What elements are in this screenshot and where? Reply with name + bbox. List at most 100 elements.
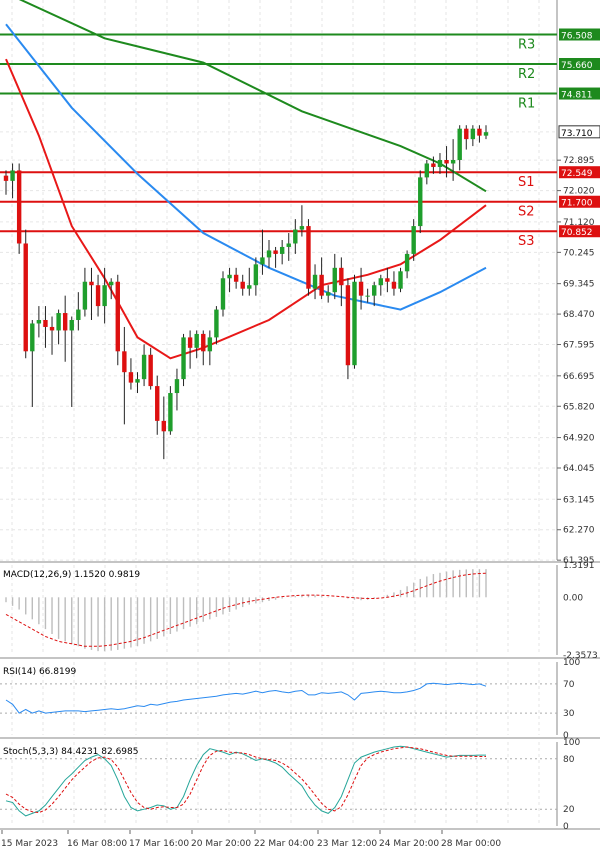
x-tick-label: 22 Mar 04:00 — [254, 839, 314, 849]
osc-tick-label: 30 — [563, 709, 575, 719]
osc-label: RSI(14) 66.8199 — [3, 667, 76, 677]
x-tick-label: 17 Mar 16:00 — [129, 839, 189, 849]
y-tick-label: 70.245 — [563, 248, 595, 258]
current-price-label: 73.710 — [561, 129, 593, 139]
candle-body — [10, 170, 15, 181]
y-tick-label: 64.045 — [563, 464, 595, 474]
candles — [3, 125, 489, 460]
y-tick-label: 72.020 — [563, 187, 595, 197]
candle-body — [457, 128, 462, 160]
candle-body — [247, 285, 252, 289]
x-tick-label: 23 Mar 12:00 — [317, 839, 377, 849]
level-price-label: 71.700 — [561, 199, 593, 209]
candle-body — [470, 128, 476, 140]
level-price-tag — [559, 166, 600, 179]
candle-body — [76, 309, 81, 320]
osc-tick-label: 0 — [563, 822, 569, 832]
candle-body — [378, 278, 383, 286]
y-tick-label: 62.270 — [563, 526, 595, 536]
rsi-line — [5, 682, 487, 714]
candle-body — [358, 281, 364, 296]
candle-body — [214, 309, 219, 338]
candle-body — [233, 274, 239, 282]
level-price-label: 72.549 — [561, 169, 593, 179]
y-tick-label: 68.470 — [563, 310, 595, 320]
candle-body — [418, 177, 423, 227]
level-price-label: 74.811 — [561, 91, 593, 101]
candle-body — [69, 320, 74, 331]
candle-body — [483, 132, 489, 136]
y-tick-label: 67.595 — [563, 341, 595, 351]
level-label-s2: S2 — [518, 205, 535, 220]
level-price-tag — [559, 58, 600, 70]
candle-body — [49, 326, 55, 331]
y-tick-label: 64.920 — [563, 434, 595, 444]
candle-body — [398, 271, 403, 289]
candle-body — [95, 285, 101, 307]
level-label-r1: R1 — [518, 97, 535, 112]
rsi-panel: 100 70 30 0 RSI(14) 66.8199 — [0, 658, 600, 741]
candle-body — [168, 393, 173, 432]
level-price-label: 75.660 — [561, 61, 593, 71]
candle-body — [306, 226, 311, 289]
candle-body — [431, 163, 436, 167]
candle-body — [115, 281, 120, 352]
candle-body — [109, 281, 114, 286]
candle-body — [372, 285, 377, 296]
y-tick-label: 63.145 — [563, 495, 595, 505]
candle-body — [319, 274, 324, 296]
candle-body — [227, 274, 232, 279]
level-label-s1: S1 — [518, 175, 535, 190]
candle-body — [286, 243, 291, 247]
price-axis: 72.895 72.020 71.120 70.245 69.345 68.470 67.5… — [557, 156, 595, 566]
candle-body — [23, 243, 28, 352]
osc-tick-label: 0 — [563, 731, 569, 741]
candle-body — [345, 285, 351, 366]
candle-body — [16, 170, 22, 244]
osc-tick-label: 70 — [563, 680, 575, 690]
level-price-tag — [559, 87, 600, 100]
candle-body — [174, 379, 180, 394]
macd-tick-label: -2.3573 — [563, 651, 598, 661]
candle-body — [450, 160, 456, 164]
y-tick-label: 66.695 — [563, 372, 595, 382]
candle-body — [135, 379, 140, 383]
osc-tick-label: 100 — [563, 658, 580, 668]
candle-body — [312, 274, 318, 289]
candle-body — [141, 354, 147, 380]
current-price-tag — [558, 125, 600, 139]
candle-body — [385, 278, 390, 282]
candle-body — [201, 333, 206, 352]
candle-body — [82, 281, 88, 310]
candle-body — [339, 267, 344, 286]
candle-body — [404, 253, 410, 272]
candle-body — [352, 281, 357, 366]
y-tick-label: 71.120 — [563, 218, 595, 228]
level-price-tag — [559, 28, 600, 41]
candle-body — [220, 278, 226, 310]
candle-body — [102, 285, 107, 307]
y-tick-label: 65.820 — [563, 402, 595, 412]
candle-body — [43, 320, 48, 327]
osc-label: Stoch(5,3,3) 84.4231 82.6985 — [3, 747, 138, 757]
candle-body — [411, 226, 416, 254]
candle-body — [128, 372, 134, 383]
stoch-d-line — [5, 746, 486, 814]
x-tick-label: 24 Mar 20:00 — [379, 839, 439, 849]
time-axis: 15 Mar 2023 16 Mar 08:00 17 Mar 16:00 20 Ma… — [1, 830, 501, 849]
candle-body — [279, 246, 285, 254]
macd-tick-label: 1.3191 — [563, 561, 595, 571]
candle-body — [293, 229, 298, 244]
candle-body — [36, 320, 42, 324]
y-tick-label: 69.345 — [563, 280, 595, 290]
x-tick-label: 16 Mar 08:00 — [67, 839, 127, 849]
macd-tick-label: 0.00 — [563, 593, 583, 603]
x-tick-label: 15 Mar 2023 — [1, 839, 58, 849]
level-price-label: 76.508 — [561, 32, 593, 42]
level-label-r3: R3 — [518, 38, 535, 53]
y-tick-label: 61.395 — [563, 556, 595, 566]
candle-body — [424, 163, 430, 178]
macd-signal-line — [5, 572, 487, 647]
candle-body — [464, 128, 469, 140]
